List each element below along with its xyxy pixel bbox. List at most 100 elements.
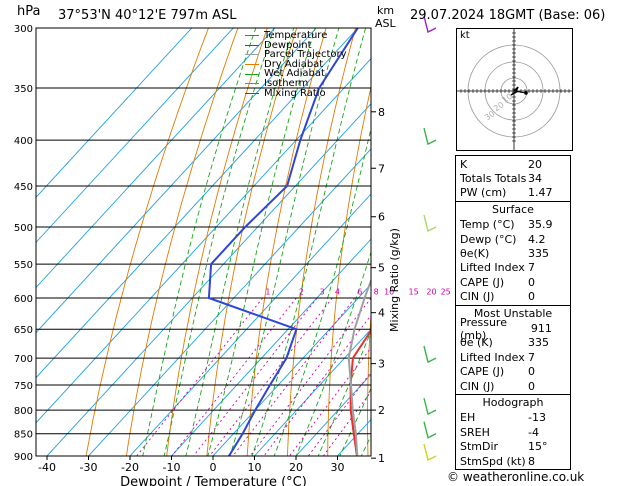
pressure-tick-label: 350 [14, 84, 33, 95]
dry-adiabat-line [615, 28, 629, 469]
stat-row: Temp (°C) 35.9 [460, 218, 566, 232]
stat-label: CIN (J) [460, 379, 495, 393]
stat-label: EH [460, 411, 476, 425]
location-label: 37°53'N 40°12'E 797m ASL [58, 8, 237, 23]
km-tick-label: 3 [378, 358, 385, 371]
stat-label: SREH [460, 425, 490, 439]
pressure-tick-label: 450 [14, 182, 33, 193]
legend-swatch [245, 64, 259, 66]
wet-adiabat-line [295, 250, 371, 456]
stat-value: 20 [528, 157, 542, 171]
stat-label: PW (cm) [460, 186, 507, 200]
storm-motion-vector [513, 90, 527, 94]
stat-value: 4.2 [528, 232, 546, 246]
temp-tick-label: 10 [248, 461, 262, 474]
wind-barb [423, 345, 437, 364]
stat-row: CIN (J) 0 [460, 379, 566, 393]
isotherm-line [36, 28, 359, 379]
stat-row: Lifted Index 7 [460, 261, 566, 275]
stats-indices: K 20 Totals Totals 34 PW (cm) 1.47 [455, 155, 571, 203]
legend-item: Temperature [245, 31, 347, 41]
isotherm-line [253, 328, 371, 456]
dry-adiabat-line [206, 28, 298, 456]
stat-value: -13 [528, 411, 546, 425]
legend-item: Dewpoint [245, 39, 347, 51]
hpa-label: hPa [17, 4, 41, 19]
stat-value: 8 [528, 454, 535, 468]
isotherm-line [87, 148, 371, 456]
dry-adiabat-line [327, 85, 371, 456]
isotherm-line [36, 58, 371, 424]
pressure-tick-label: 750 [14, 381, 33, 392]
stat-row: StmDir 15° [460, 439, 566, 453]
legend-label: Isotherm [264, 77, 309, 89]
pressure-tick-label: 300 [14, 24, 33, 35]
series-temperature [349, 328, 371, 456]
km-tick-label: 4 [378, 307, 385, 320]
km-tick-label: 2 [378, 404, 385, 417]
legend-label: Temperature [264, 30, 328, 41]
datetime-label: 29.07.2024 18GMT (Base: 06) [410, 8, 606, 23]
legend-swatch [245, 35, 259, 37]
km-tick-label: 1 [378, 452, 385, 465]
stat-value: 7 [528, 350, 535, 364]
hodograph-kt-label: kt [460, 30, 470, 41]
mixing-ratio-label: 20 [426, 287, 436, 296]
wet-adiabat-line [207, 28, 316, 456]
wind-barb [423, 214, 437, 233]
stat-label: K [460, 157, 468, 171]
isotherm-line [36, 28, 234, 244]
background-lines [36, 28, 629, 469]
stat-value: 0 [528, 275, 535, 289]
legend-swatch [245, 54, 259, 56]
series-dewpoint [207, 28, 359, 456]
mixing-ratio-line [136, 297, 264, 456]
wind-barb-shaft [423, 15, 437, 34]
legend-swatch [245, 92, 259, 94]
pressure-tick-label: 600 [14, 294, 33, 305]
stat-value: 15° [528, 440, 548, 454]
legend-label: Dewpoint [264, 39, 312, 51]
mixing-ratio-line [171, 297, 297, 456]
wet-adiabat-line [142, 28, 257, 456]
stat-row: CAPE (J) 0 [460, 275, 566, 289]
wind-barb [423, 443, 437, 462]
wind-barb-shaft [423, 214, 437, 233]
wind-barb [423, 397, 437, 416]
pressure-tick-label: 550 [14, 260, 33, 271]
stat-row: Totals Totals 34 [460, 171, 566, 185]
wet-adiabat-line [251, 28, 367, 456]
stat-label: StmDir [460, 440, 499, 454]
temp-tick-label: 30 [331, 461, 345, 474]
wet-adiabat-line [185, 28, 295, 456]
legend-swatch [245, 44, 259, 46]
wind-barb [423, 15, 437, 34]
stat-value: 34 [528, 172, 542, 186]
stat-value: 335 [528, 336, 549, 350]
dry-adiabat-line [125, 28, 239, 456]
stat-row: SREH -4 [460, 425, 566, 439]
stats-surface: Surface Temp (°C) 35.9 Dewp (°C) 4.2 θe(K) 335… [455, 202, 571, 306]
stat-value: -4 [528, 425, 539, 439]
storm-motion-marker [524, 91, 528, 95]
mixing-ratio-label: 4 [335, 287, 340, 296]
right-axis-title: Mixing Ratio (g/kg) [388, 228, 401, 332]
dry-adiabat-line [367, 308, 371, 456]
km-tick-label: 8 [378, 106, 385, 119]
chart-legend: Temperature Dewpoint Parcel Trajectory Dry … [245, 31, 347, 98]
mixing-ratio-label: 10 [384, 287, 394, 296]
mixing-ratio-label: 1 [265, 287, 270, 296]
dry-adiabat-line [166, 28, 268, 456]
dry-adiabat-line [583, 28, 612, 469]
wet-adiabat-line [273, 126, 371, 456]
legend-item: Mixing Ratio [245, 88, 347, 99]
stat-row: CIN (J) 0 [460, 290, 566, 304]
isotherm-line [46, 103, 371, 456]
legend-swatch [245, 73, 259, 75]
stats-section-title: Hodograph [482, 396, 544, 410]
pressure-tick-label: 800 [14, 406, 33, 417]
stat-label: CAPE (J) [460, 365, 505, 379]
stat-row: CAPE (J) 0 [460, 364, 566, 378]
temp-tick-label: -10 [163, 461, 181, 474]
